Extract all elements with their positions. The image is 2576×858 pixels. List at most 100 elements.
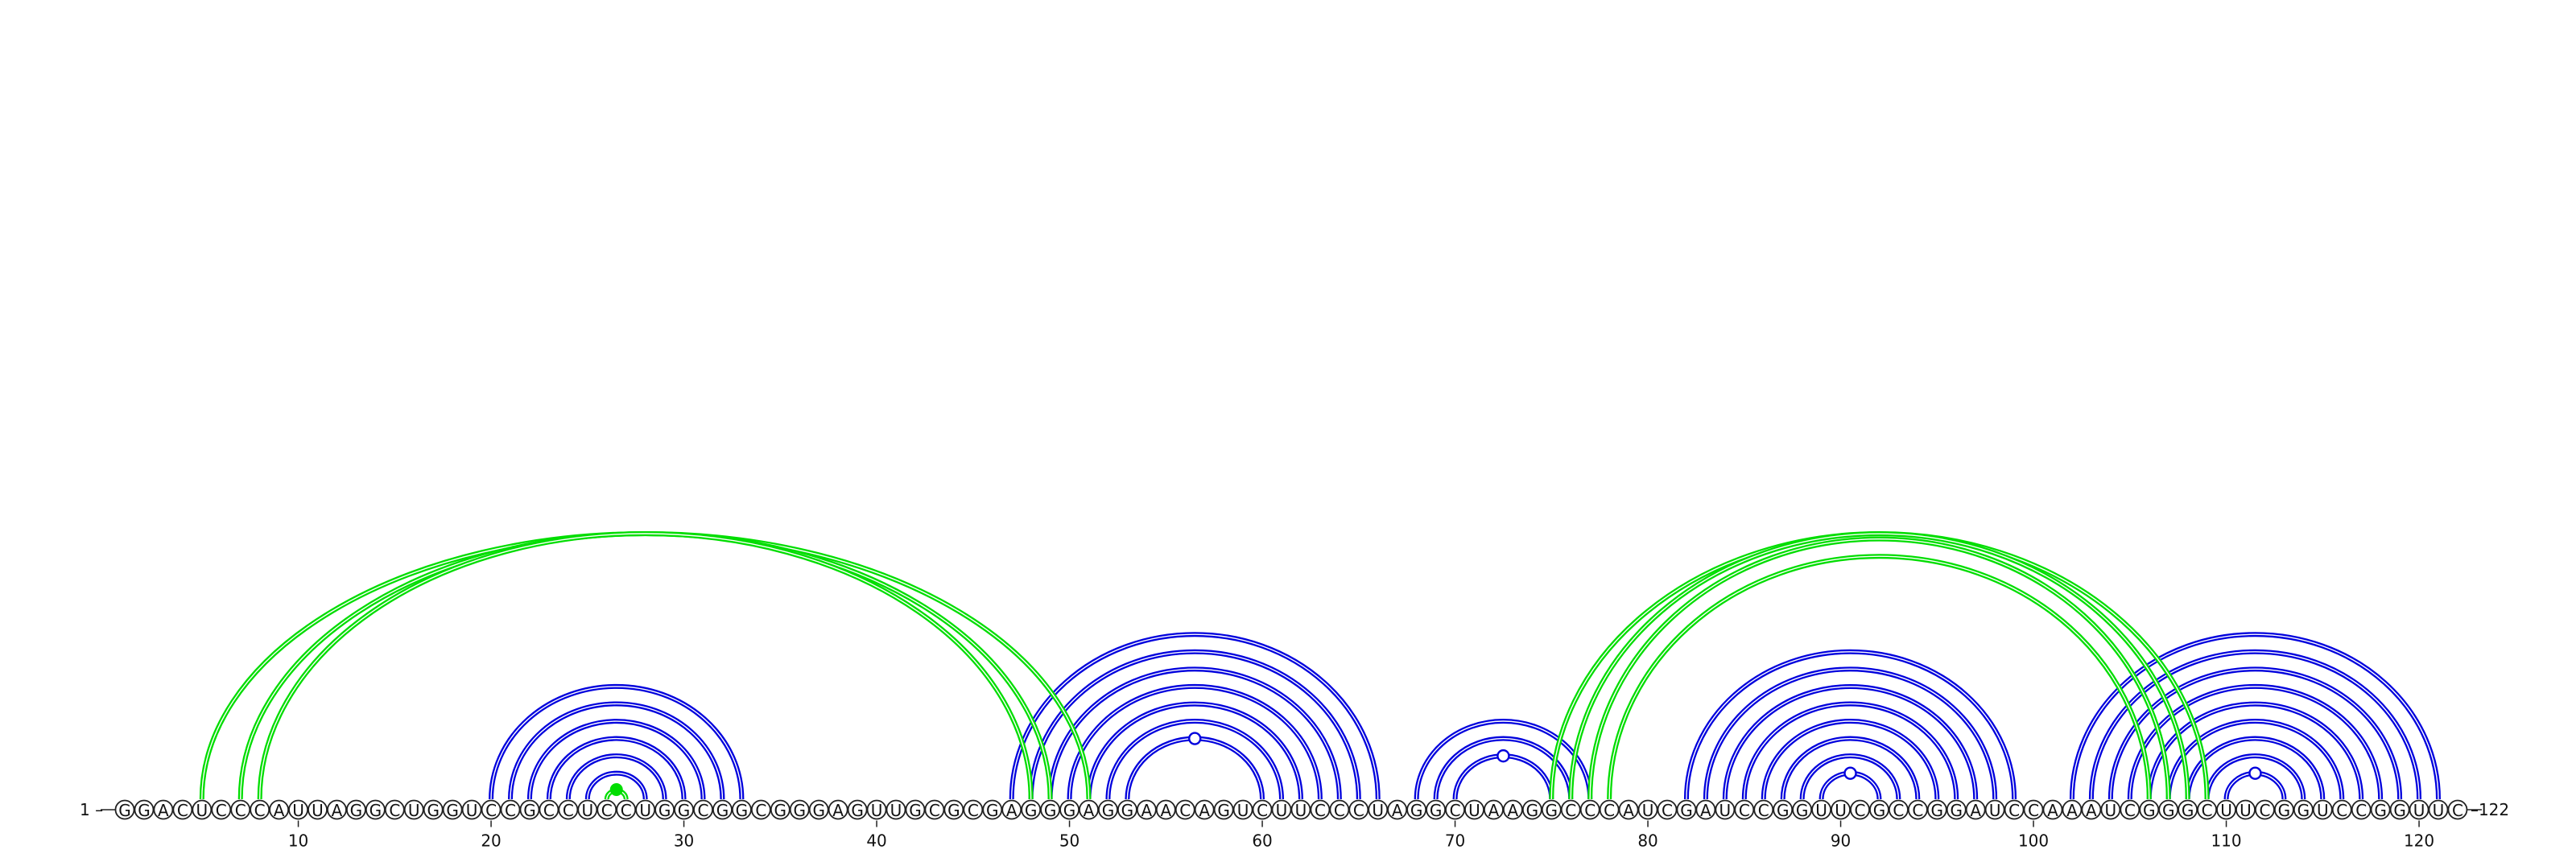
nucleotide-circle (1426, 799, 1446, 820)
nucleotide-letter: G (1931, 801, 1944, 820)
nucleotide-letter: A (1700, 801, 1711, 820)
nucleotide-letter: C (1565, 801, 1576, 820)
blue-arc-51-62 (1086, 701, 1303, 800)
nucleotide-letter: G (2374, 801, 2387, 820)
nucleotide-letter: G (1063, 801, 1076, 820)
nucleotide-letter: C (929, 801, 940, 820)
arc-inner-gap (1705, 668, 1996, 800)
nucleotide-letter: U (2317, 801, 2329, 820)
nucleotide-letter: C (2028, 801, 2039, 820)
nucleotide-letter: G (1680, 801, 1693, 820)
nucleotide-circle (616, 799, 637, 820)
nucleotide-letter: U (1642, 801, 1654, 820)
nucleotide-circle (114, 799, 135, 820)
nucleotide-letter: G (1873, 801, 1886, 820)
nucleotide-circle (345, 799, 366, 820)
nucleotide-circle (308, 799, 328, 820)
nucleotide-letter: A (332, 801, 343, 820)
nucleotide-circle (403, 799, 424, 820)
nucleotide-circle (1657, 799, 1678, 820)
nucleotide-letter: C (755, 801, 766, 820)
nucleotide-letter: G (2278, 801, 2291, 820)
loop-marker-circle (2248, 766, 2262, 780)
nucleotide-letter: U (1468, 801, 1480, 820)
position-axis: 10 20 30 40 50 60 70 80 90 100 110 120 (288, 820, 2434, 851)
nucleotide-letter: G (1410, 801, 1423, 820)
nucleotide-letter: C (505, 801, 516, 820)
nucleotide-circle (963, 799, 984, 820)
nucleotide-circle (2139, 799, 2160, 820)
nucleotide-circle (1599, 799, 1620, 820)
nucleotide-letter: G (851, 801, 864, 820)
nucleotide-letter: C (1353, 801, 1364, 820)
nucleotide-circle (1695, 799, 1716, 820)
nucleotide-letter: U (2220, 801, 2232, 820)
nucleotide-circle (1290, 799, 1311, 820)
nucleotide-letter: C (1604, 801, 1615, 820)
nucleotide-letter: G (947, 801, 960, 820)
nucleotide-letter: G (2143, 801, 2156, 820)
arc-inner-gap (1107, 720, 1282, 800)
tick-label: 70 (1445, 831, 1465, 851)
nucleotide-circle (732, 799, 752, 820)
nucleotide-circle (153, 799, 174, 820)
nucleotide-letter: G (1951, 801, 1963, 820)
blue-arc-85-96 (1741, 701, 1959, 800)
nucleotide-circle (1445, 799, 1465, 820)
nucleotide-letter: G (909, 801, 922, 820)
nucleotide-letter: C (2124, 801, 2136, 820)
arc-inner-gap (510, 703, 724, 800)
nucleotide-letter: A (274, 801, 285, 820)
arc-inner-gap (1415, 720, 1591, 800)
nucleotide-letter: U (2413, 801, 2425, 820)
nucleotide-letter: A (832, 801, 844, 820)
nucleotide-letter: A (1199, 801, 1210, 820)
nucleotide-circle (1271, 799, 1292, 820)
nucleotide-circle (1637, 799, 1658, 820)
nucleotide-letter: C (235, 801, 246, 820)
nucleotide-circle (2235, 799, 2256, 820)
nucleotide-letter: G (2393, 801, 2406, 820)
nucleotide-letter: C (389, 801, 400, 820)
nucleotide-circle (2389, 799, 2410, 820)
nucleotide-letter: G (118, 801, 131, 820)
nucleotide-letter: U (196, 801, 208, 820)
nucleotide-letter: G (774, 801, 787, 820)
nucleotide-circle (1521, 799, 1542, 820)
blue-arc-48-65 (1028, 649, 1361, 800)
nucleotide-circle (1079, 799, 1099, 820)
nucleotide-circle (288, 799, 308, 820)
arc-inner-gap (240, 533, 1051, 800)
nucleotide-circle (654, 799, 675, 820)
nucleotide-circle (192, 799, 213, 820)
nucleotide-circle (1734, 799, 1755, 820)
arc-inner-gap (1088, 703, 1302, 800)
nucleotide-letter: A (158, 801, 169, 820)
nucleotide-circle (770, 799, 791, 820)
nucleotide-circle (1888, 799, 1909, 820)
nucleotide-letter: G (1430, 801, 1443, 820)
nucleotide-letter: C (1855, 801, 1866, 820)
nucleotide-letter: U (466, 801, 478, 820)
sequence-start-label: 1 – (80, 800, 103, 819)
nucleotide-letter: U (639, 801, 651, 820)
nucleotide-letter: G (794, 801, 807, 820)
nucleotide-circle (172, 799, 193, 820)
arc-inner-gap (1126, 737, 1263, 800)
nucleotide-circle (1484, 799, 1504, 820)
nucleotide-circle (943, 799, 964, 820)
green-loop-dot (609, 783, 623, 796)
nucleotide-circle (2042, 799, 2063, 820)
arc-inner-gap (1801, 755, 1900, 800)
green-arc-7-49 (237, 531, 1053, 800)
nucleotide-letter: C (177, 801, 188, 820)
nucleotide-circle (1464, 799, 1484, 820)
nucleotide-circle (1329, 799, 1350, 820)
nucleotide-letter: C (2355, 801, 2367, 820)
tick-label: 120 (2404, 831, 2434, 851)
nucleotide-letter: G (446, 801, 459, 820)
nucleotide-circle (2293, 799, 2314, 820)
nucleotide-letter: C (543, 801, 555, 820)
nucleotide-letter: C (968, 801, 979, 820)
nucleotide-letter: G (1777, 801, 1790, 820)
